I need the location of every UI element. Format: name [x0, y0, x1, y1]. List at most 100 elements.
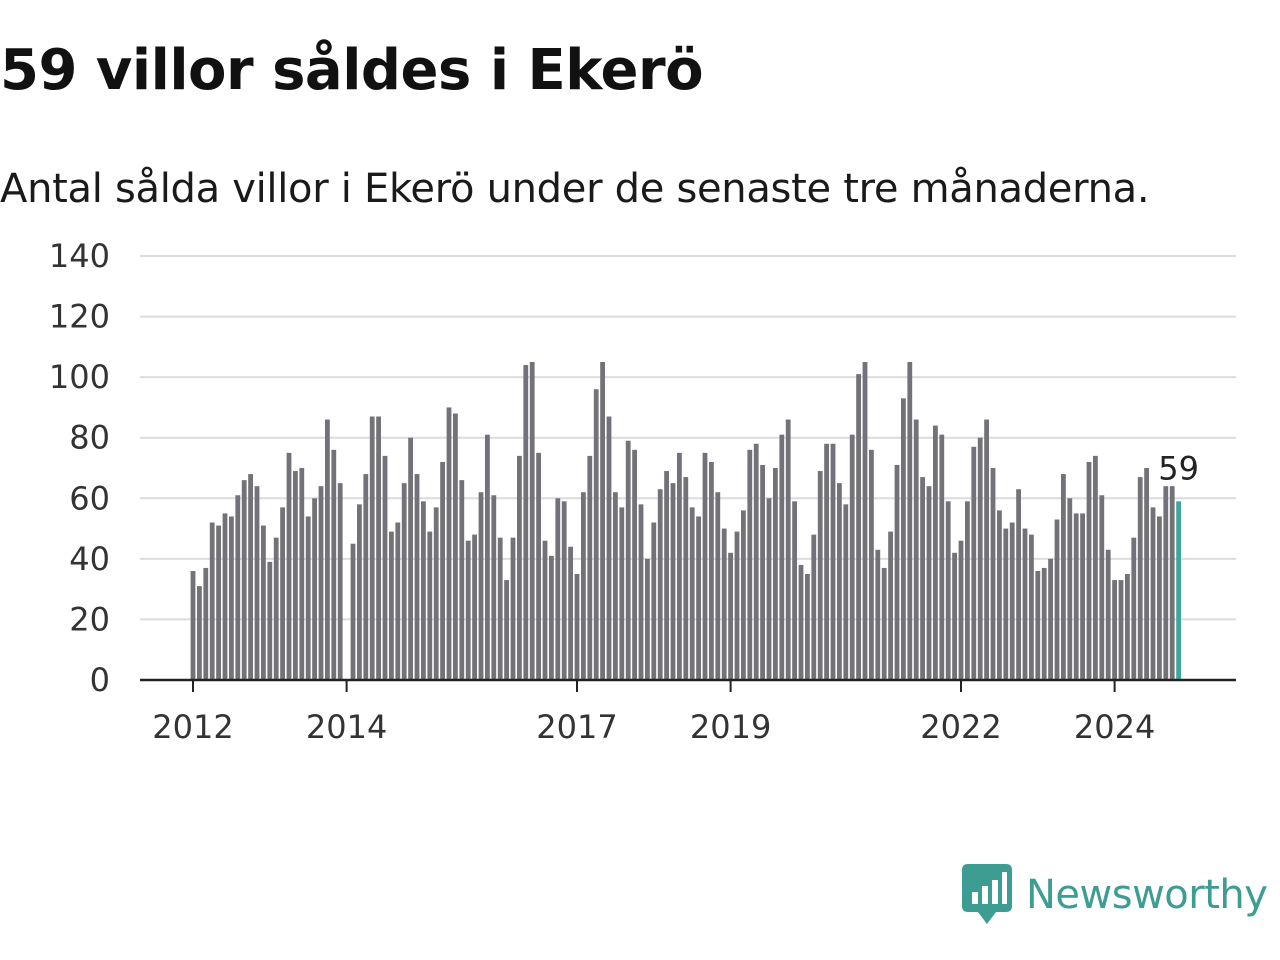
bar: [1099, 495, 1105, 680]
bar: [1163, 486, 1169, 680]
bar: [453, 413, 458, 680]
y-tick-label: 40: [69, 540, 110, 578]
bar: [920, 477, 925, 680]
x-tick-label: 2012: [152, 708, 233, 746]
bar: [1080, 513, 1085, 680]
bar: [369, 416, 375, 680]
data-labels: 59: [1158, 449, 1199, 487]
bar: [216, 525, 221, 680]
y-tick-label: 0: [90, 661, 110, 699]
bar: [888, 531, 893, 680]
bar: [856, 374, 861, 680]
bar: [485, 434, 490, 680]
bar: [1029, 534, 1034, 680]
bar: [779, 434, 785, 680]
bar: [1137, 477, 1143, 680]
bar: [1118, 580, 1124, 680]
bar: [1150, 507, 1156, 680]
x-tick-label: 2014: [306, 708, 387, 746]
bar: [1003, 528, 1009, 680]
bar: [785, 419, 791, 680]
x-tick-label: 2017: [536, 708, 617, 746]
bar: [1125, 574, 1130, 680]
bar: [555, 498, 561, 680]
bar: [625, 440, 631, 680]
bar: [248, 474, 253, 680]
bar: [849, 434, 855, 680]
bar: [1016, 489, 1021, 680]
bar: [869, 449, 874, 680]
y-axis-ticks: 0 20 40 60 80 100 120 140: [49, 237, 110, 699]
bar: [241, 480, 247, 680]
bar: [1035, 570, 1041, 680]
bar: [363, 474, 369, 680]
bar: [766, 498, 772, 680]
bar: [741, 510, 746, 680]
bar: [1067, 498, 1073, 680]
bar: [1086, 461, 1092, 680]
bar: [581, 492, 586, 680]
bar: [747, 449, 753, 680]
data-label-latest: 59: [1158, 449, 1199, 487]
bar: [1112, 580, 1117, 680]
bar: [357, 504, 362, 680]
bar: [1022, 528, 1028, 680]
bar: [907, 362, 913, 680]
bar: [984, 419, 989, 680]
bar: [805, 574, 810, 680]
bar: [190, 570, 196, 680]
bar: [1061, 474, 1066, 680]
bar: [945, 501, 951, 680]
bar: [209, 522, 215, 680]
bar: [382, 455, 388, 680]
bar: [433, 507, 439, 680]
y-tick-label: 100: [49, 358, 110, 396]
bar: [574, 574, 580, 680]
bar: [389, 531, 394, 680]
bar: [721, 528, 727, 680]
y-tick-label: 80: [69, 419, 110, 457]
bar: [305, 516, 311, 680]
bar: [465, 540, 471, 680]
brand-name: Newsworthy: [1026, 872, 1268, 918]
bar: [510, 537, 516, 680]
bar: [683, 477, 689, 680]
bar: [792, 501, 797, 680]
bar: [926, 486, 932, 680]
bar: [901, 398, 906, 680]
bar: [696, 516, 701, 680]
bar: [830, 443, 836, 680]
y-tick-label: 60: [69, 479, 110, 517]
bar: [478, 492, 484, 680]
bar: [203, 567, 209, 680]
bar: [657, 489, 663, 680]
bar: [549, 555, 554, 680]
bar: [235, 495, 241, 680]
bar: [702, 452, 708, 680]
bar: [606, 416, 612, 680]
bar: [613, 492, 618, 680]
bar: [1157, 516, 1162, 680]
bar: [261, 525, 266, 680]
bar: [593, 389, 599, 680]
bar: [561, 501, 567, 680]
bar: [504, 580, 509, 680]
bar: [472, 534, 477, 680]
bar: [491, 495, 497, 680]
bar: [1144, 468, 1149, 680]
bar: [997, 510, 1002, 680]
bar: [497, 537, 503, 680]
bar: [440, 461, 445, 680]
bar: [664, 471, 669, 680]
bar: [1169, 486, 1175, 680]
bar: [632, 449, 637, 680]
bar: [293, 471, 298, 680]
bar: [536, 452, 541, 680]
x-tick-label: 2022: [920, 708, 1001, 746]
bar: [337, 483, 343, 680]
y-tick-label: 20: [69, 600, 110, 638]
bar: [715, 492, 721, 680]
bar: [913, 419, 919, 680]
newsworthy-logo-icon: [962, 864, 1012, 924]
bar: [753, 443, 759, 680]
